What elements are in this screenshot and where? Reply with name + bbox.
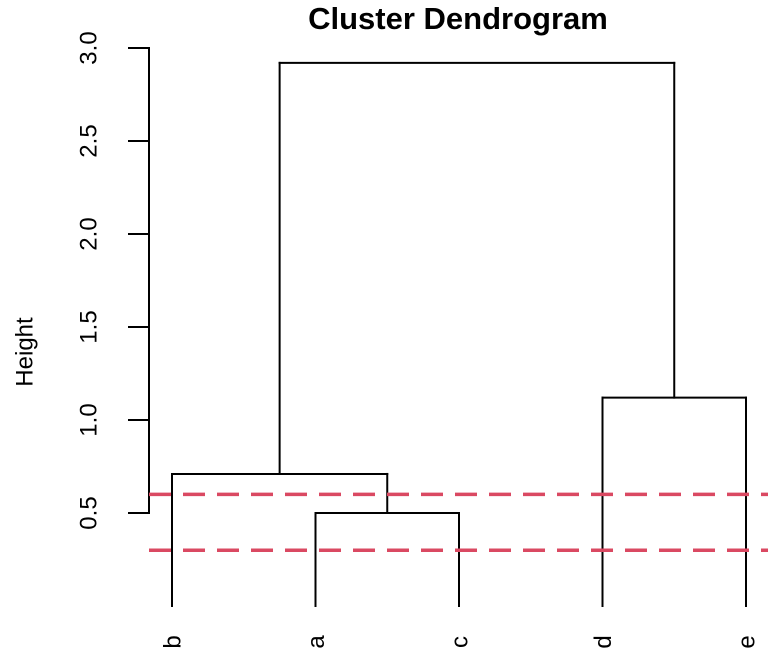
chart-title: Cluster Dendrogram: [308, 1, 608, 36]
leaf-label: a: [303, 635, 330, 649]
leaf-label: b: [159, 635, 186, 648]
y-tick-label: 1.5: [75, 310, 102, 343]
y-tick-label: 1.0: [75, 403, 102, 436]
cut-lines: [149, 492, 768, 552]
y-axis: 0.5 1.0 1.5 2.0 2.5 3.0: [75, 31, 150, 530]
y-tick-label: 3.0: [75, 31, 102, 64]
dendrogram-tree: [171, 61, 747, 607]
y-tick-label: 2.0: [75, 217, 102, 250]
y-axis-title: Height: [11, 317, 38, 387]
leaf-label: d: [590, 635, 617, 648]
leaf-label: e: [733, 635, 760, 648]
y-tick-label: 0.5: [75, 496, 102, 529]
leaf-label: c: [446, 636, 473, 648]
y-tick-label: 2.5: [75, 124, 102, 157]
